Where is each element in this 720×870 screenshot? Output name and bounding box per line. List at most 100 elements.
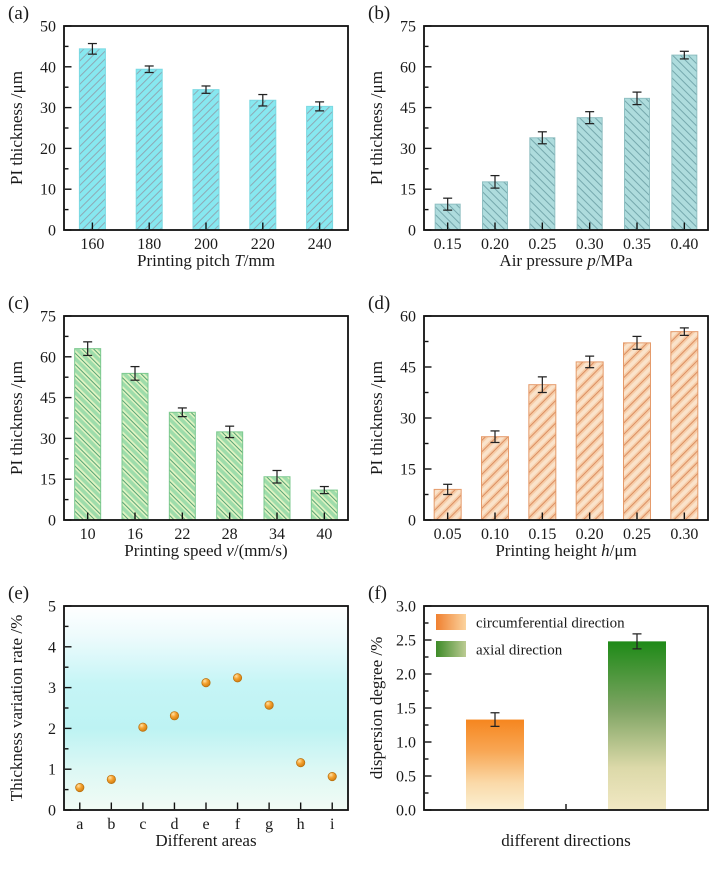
x-tick-label: 0.30 [670, 526, 698, 543]
y-tick-label: 1.5 [396, 701, 416, 718]
bar [575, 361, 604, 521]
error-bar [679, 327, 689, 337]
x-tick-label: 16 [127, 526, 143, 543]
bar [466, 719, 524, 810]
error-bar [258, 93, 268, 107]
x-tick-label: 22 [174, 526, 190, 543]
x-tick-label: 10 [80, 526, 96, 543]
y-axis-title-f: dispersion degree /% [367, 636, 386, 780]
error-bar [490, 430, 500, 444]
y-axis-title-d: PI thickness /μm [367, 361, 386, 475]
y-tick-label: 75 [400, 19, 416, 36]
error-bar [632, 633, 642, 650]
x-tick-label: e [202, 816, 209, 833]
error-bar [201, 85, 211, 94]
chart-d: 0 15 30 45 60 0.05 0.10 0.15 0.20 0.25 0.30 Printin… [400, 309, 709, 560]
error-bar [443, 197, 453, 211]
x-tick-label: 0.20 [576, 526, 604, 543]
y-tick-label: 2.0 [396, 667, 416, 684]
data-point [201, 678, 211, 688]
y-tick-label: 0 [48, 803, 56, 820]
error-bar [144, 65, 154, 74]
bar [671, 54, 698, 231]
y-tick-label: 0 [408, 513, 416, 530]
y-axis-title-a: PI thickness /μm [7, 71, 26, 185]
x-tick-label: g [265, 816, 273, 833]
panel-label-f: (f) [368, 583, 387, 604]
error-bar [585, 111, 595, 125]
x-tick-label: 240 [308, 236, 332, 253]
panel-label-a: (a) [8, 3, 30, 24]
data-point [296, 758, 306, 768]
x-tick-label: 0.15 [528, 526, 556, 543]
bar [623, 342, 651, 521]
x-axis-title: Printing pitch T/mm [137, 251, 275, 270]
y-tick-label: 0 [48, 513, 56, 530]
error-bar [585, 355, 595, 369]
bar [306, 105, 334, 231]
y-tick-label: 60 [40, 349, 56, 366]
plot-background [64, 606, 348, 810]
y-tick-label: 0.5 [396, 769, 416, 786]
x-tick-label: 0.25 [623, 526, 651, 543]
y-tick-label: 5 [48, 599, 56, 616]
chart-a: 0 10 20 30 40 50 160 180 200 220 240 Printing pitch… [40, 19, 349, 270]
error-bar [679, 50, 689, 60]
error-bar [225, 425, 235, 439]
bar [249, 99, 277, 231]
data-point [75, 783, 85, 793]
x-axis-title: Printing speed v/(mm/s) [124, 541, 287, 560]
x-axis-title: Different areas [155, 831, 256, 850]
x-tick-label: 28 [222, 526, 238, 543]
data-point [264, 700, 274, 710]
subplot-b: 0 15 30 45 60 75 0.15 0.20 0.25 0.30 0.35 0.40 Air p… [360, 0, 720, 290]
y-axis-title-c: PI thickness /μm [7, 361, 26, 475]
y-tick-label: 30 [40, 100, 56, 117]
x-tick-label: 0.05 [434, 526, 462, 543]
axes-box [423, 315, 709, 521]
bar [74, 348, 102, 521]
y-tick-label: 20 [40, 141, 56, 158]
x-axis-title: Air pressure p/MPa [499, 251, 633, 270]
data-point [327, 771, 337, 782]
axes-box [63, 605, 349, 811]
subplot-f: 0.0 0.5 1.0 1.5 2.0 2.5 3.0 different direction… [360, 580, 720, 870]
y-tick-label: 15 [400, 182, 416, 199]
chart-c: 0 15 30 45 60 75 10 16 22 28 34 40 Printing speed v/… [40, 309, 349, 560]
y-tick-label: 4 [48, 639, 56, 656]
x-tick-label: 0.25 [528, 236, 556, 253]
bar [670, 331, 699, 521]
y-tick-label: 30 [400, 411, 416, 428]
y-tick-label: 45 [400, 100, 416, 117]
y-tick-label: 10 [40, 182, 56, 199]
bar [608, 641, 666, 810]
error-bar [537, 131, 547, 145]
x-tick-label: i [330, 816, 335, 833]
panel-label-b: (b) [368, 3, 391, 24]
bar [216, 431, 244, 521]
x-tick-label: 40 [316, 526, 332, 543]
x-axis-title: Printing height h/μm [495, 541, 636, 560]
x-tick-label: 0.10 [481, 526, 509, 543]
chart-f: 0.0 0.5 1.0 1.5 2.0 2.5 3.0 different direction… [396, 599, 709, 850]
x-tick-label: a [76, 816, 83, 833]
x-tick-label: c [139, 816, 146, 833]
y-tick-label: 0.0 [396, 803, 416, 820]
y-tick-label: 50 [40, 19, 56, 36]
subplot-e: 0 1 2 3 4 5 a b c d e f g h i Different areas (e) Thick… [0, 580, 360, 870]
bar [528, 384, 557, 521]
y-tick-label: 0 [48, 223, 56, 240]
bar [121, 372, 149, 521]
x-tick-label: b [107, 816, 115, 833]
y-tick-label: 45 [400, 360, 416, 377]
y-tick-label: 30 [40, 431, 56, 448]
y-axis-title-e: Thickness variation rate /% [7, 614, 26, 802]
subplot-d: 0 15 30 45 60 0.05 0.10 0.15 0.20 0.25 0.30 Printin… [360, 290, 720, 580]
error-bar [177, 407, 187, 418]
x-tick-label: d [170, 816, 178, 833]
error-bar [490, 174, 500, 189]
x-tick-label: 200 [194, 236, 218, 253]
subplot-c: 0 15 30 45 60 75 10 16 22 28 34 40 Printing speed v/… [0, 290, 360, 580]
legend-label: circumferential direction [476, 616, 625, 632]
